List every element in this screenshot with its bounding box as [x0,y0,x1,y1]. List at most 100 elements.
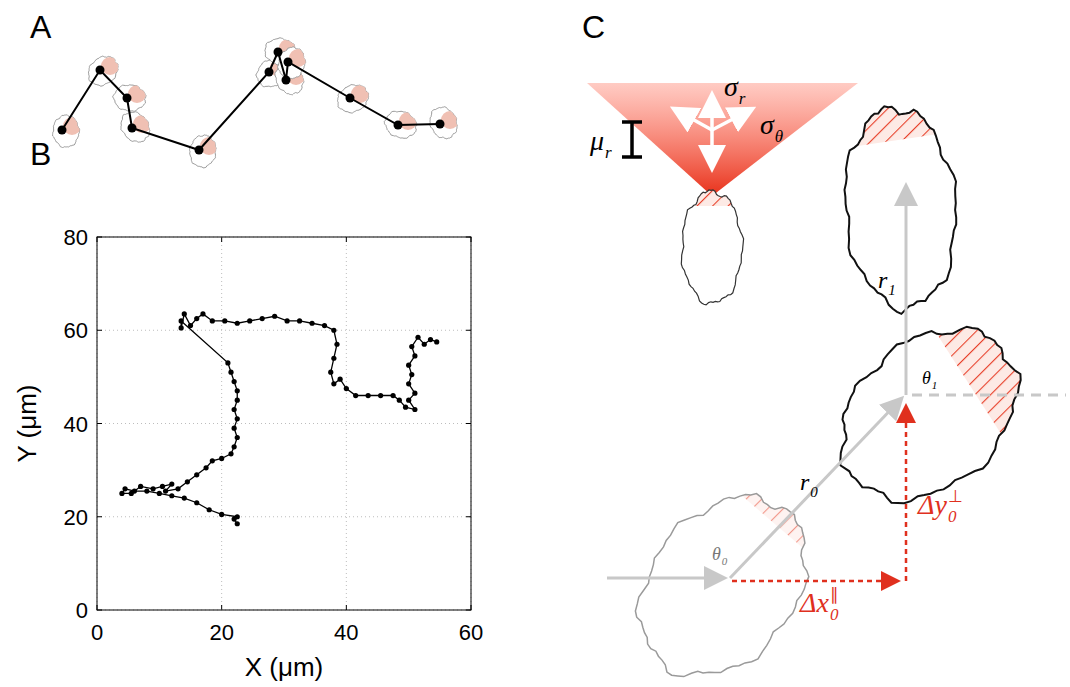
tick-mark [97,516,102,517]
math-label: r [878,267,888,293]
trajectory-point [169,482,174,487]
trajectory-point [169,493,174,498]
math-subscript: θ [775,127,783,146]
math-label: θ [922,368,931,388]
trajectory-point [235,435,240,440]
trajectory-point [138,484,143,489]
mu-bar-cap [622,120,642,124]
dx-component [732,580,896,583]
cell-front [915,300,1040,440]
trajectory-point [225,360,230,365]
math-superscript: ∥ [830,585,839,604]
tick-label: 60 [64,318,88,343]
schematic-dot [96,66,105,75]
trajectory-point [434,339,439,344]
tick-mark [221,237,222,242]
trajectory-point [247,318,252,323]
grid-line [97,330,471,331]
trajectory-point [232,444,237,449]
schematic-dot [346,94,355,103]
trajectory-point [331,328,336,333]
cell-body [681,190,743,305]
tick-label: 40 [64,412,88,437]
trajectory-point [412,353,417,358]
math-subscript: r [605,143,612,162]
trajectory-point [235,514,240,519]
trajectory-point [194,500,199,505]
trajectory-point [235,321,240,326]
schematic-dot [128,124,137,133]
trajectory-point [406,398,411,403]
cell-front [830,40,980,150]
trajectory-point [194,472,199,477]
figure: ABC0204060020406080X (μm)Y (μm)σrσθμrr1θ… [0,0,1070,687]
trajectory-point [163,489,168,494]
trajectory-point [235,416,240,421]
trajectory-point [182,311,187,316]
step-arrow [905,188,908,395]
series [119,311,439,526]
dy-component [905,408,908,581]
trajectory-point [207,507,212,512]
math-label: Δx [799,587,829,618]
math-label: Δy [917,489,947,520]
spread-arrow [676,110,712,130]
schematic-dot [282,76,291,85]
direction-cone [587,83,858,196]
trajectory-point [297,318,302,323]
math-subscript: 1 [888,282,896,298]
trajectory-point [403,405,408,410]
math-label: σ [760,109,775,140]
cell-outline [681,190,743,305]
spread-arrow [712,110,750,130]
trajectory-point [390,393,395,398]
math-subscript: 0 [830,605,839,624]
grid-line [97,423,471,424]
trajectory-point [334,342,339,347]
trajectory-point [232,407,237,412]
schematic-dot [265,68,274,77]
trajectory-point [219,456,224,461]
trajectory-point [122,486,127,491]
trajectory-point [194,316,199,321]
cell-outline [840,327,1020,504]
trajectory-line [122,314,437,524]
trajectory-point [235,398,240,403]
trajectory-point [235,388,240,393]
grid-line [97,516,471,517]
tick-mark [346,605,347,610]
tick-label: 20 [64,505,88,530]
spread-arrow [710,97,714,130]
math-label: μ [589,125,604,156]
tick-label: 60 [459,620,483,645]
trajectory-point [185,479,190,484]
math-subscript: 1 [932,379,938,391]
trajectory-point [228,370,233,375]
schematic-dot [274,48,283,57]
tick-label: 0 [76,598,88,623]
trajectory-point [415,335,420,340]
cell-front [712,470,840,580]
trajectory-point [179,325,184,330]
panel-letter: A [30,9,52,45]
trajectory-point [406,363,411,368]
trajectory-point [210,318,215,323]
trajectory-point [338,377,343,382]
cell-front [640,140,790,206]
trajectory-point [366,393,371,398]
tick-mark [97,330,102,331]
trajectory-point [428,337,433,342]
mu-bar-cap [622,155,642,159]
schematic-dot [123,94,132,103]
trajectory-point [151,486,156,491]
trajectory-point [160,484,165,489]
tick-mark [346,237,347,242]
schematic-dot [436,120,445,129]
trajectory-point [397,398,402,403]
trajectory-point [144,489,149,494]
math-label: r [800,469,810,495]
panel-a [53,38,459,168]
trajectory-point [228,451,233,456]
trajectory-point [309,321,314,326]
trajectory-point [331,381,336,386]
